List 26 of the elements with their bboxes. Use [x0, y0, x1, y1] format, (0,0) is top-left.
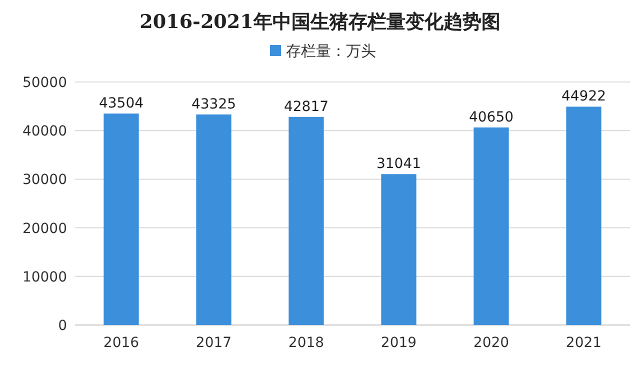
- x-tick-label: 2021: [566, 335, 602, 351]
- x-tick-label: 2018: [288, 335, 324, 351]
- data-label: 40650: [468, 109, 514, 126]
- bar: [381, 174, 416, 325]
- y-tick-label: 40000: [22, 124, 67, 140]
- data-label: 43325: [191, 96, 236, 112]
- bar: [474, 127, 509, 325]
- legend-label: 存栏量：万头: [286, 42, 376, 60]
- bar: [104, 114, 139, 325]
- chart-title: 2016-2021年中国生猪存栏量变化趋势图: [140, 11, 500, 33]
- x-tick-label: 2020: [473, 335, 510, 351]
- bar: [196, 114, 232, 325]
- data-label: 44922: [561, 88, 606, 105]
- bar: [566, 106, 602, 325]
- data-label: 31041: [376, 156, 422, 172]
- y-tick-label: 0: [58, 318, 67, 334]
- x-tick-label: 2017: [196, 335, 232, 351]
- x-tick-label: 2019: [380, 335, 417, 351]
- data-label: 43504: [98, 96, 144, 112]
- y-tick-label: 50000: [22, 75, 67, 91]
- x-tick-label: 2016: [103, 335, 140, 351]
- y-tick-label: 30000: [22, 172, 67, 188]
- y-tick-label: 20000: [22, 220, 67, 237]
- y-tick-label: 10000: [22, 269, 67, 286]
- data-label: 42817: [284, 98, 329, 115]
- bar: [288, 116, 324, 325]
